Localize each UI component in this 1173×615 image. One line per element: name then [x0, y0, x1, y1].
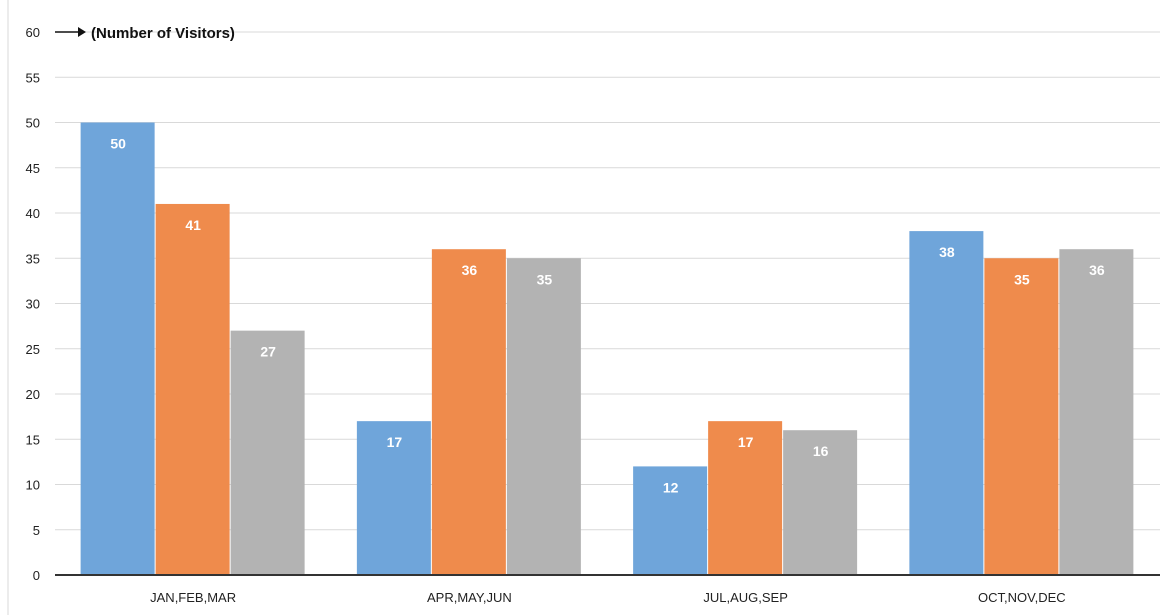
data-label: 50	[110, 136, 126, 152]
bars: 50 41 27 17 36 35 12 17 16 38 35 36	[80, 122, 1134, 575]
data-label: 38	[939, 244, 955, 260]
x-category-label: APR,MAY,JUN	[427, 590, 512, 605]
bar	[633, 466, 708, 575]
y-tick-label: 55	[26, 70, 40, 85]
bar	[80, 122, 155, 575]
x-category-label: JAN,FEB,MAR	[150, 590, 236, 605]
bar	[155, 203, 230, 575]
y-axis-unit-label-group: (Number of Visitors)	[55, 25, 235, 42]
y-axis-label: (Number of Visitors)	[91, 25, 235, 42]
bar	[909, 231, 984, 575]
y-tick-label: 40	[26, 206, 40, 221]
y-tick-label: 30	[26, 297, 40, 312]
x-axis-categories: JAN,FEB,MAR APR,MAY,JUN JUL,AUG,SEP OCT,NOV…	[150, 590, 1066, 605]
bar	[1059, 249, 1134, 575]
y-tick-label: 10	[26, 478, 40, 493]
y-tick-label: 20	[26, 387, 40, 402]
y-tick-label: 45	[26, 161, 40, 176]
data-label: 36	[462, 262, 478, 278]
y-axis-ticks: 0 5 10 15 20 25 30 35 40 45 50 55 60	[26, 25, 40, 583]
y-tick-label: 15	[26, 432, 40, 447]
data-label: 12	[663, 479, 679, 495]
bar	[356, 421, 431, 575]
data-label: 27	[260, 344, 276, 360]
data-label: 35	[537, 271, 553, 287]
data-label: 17	[738, 434, 754, 450]
bar	[431, 249, 506, 575]
data-label: 36	[1089, 262, 1105, 278]
y-tick-label: 60	[26, 25, 40, 40]
data-label: 35	[1014, 271, 1030, 287]
data-label: 16	[813, 443, 829, 459]
y-tick-label: 25	[26, 342, 40, 357]
x-category-label: OCT,NOV,DEC	[978, 590, 1066, 605]
y-tick-label: 0	[33, 568, 40, 583]
arrow-icon	[78, 27, 86, 37]
bar	[783, 430, 858, 575]
y-tick-label: 35	[26, 251, 40, 266]
bar	[506, 258, 581, 575]
bar	[230, 330, 305, 575]
bar	[708, 421, 783, 575]
bar	[984, 258, 1059, 575]
y-tick-label: 50	[26, 116, 40, 131]
data-label: 17	[387, 434, 403, 450]
data-label: 41	[185, 217, 201, 233]
y-tick-label: 5	[33, 523, 40, 538]
x-category-label: JUL,AUG,SEP	[703, 590, 788, 605]
